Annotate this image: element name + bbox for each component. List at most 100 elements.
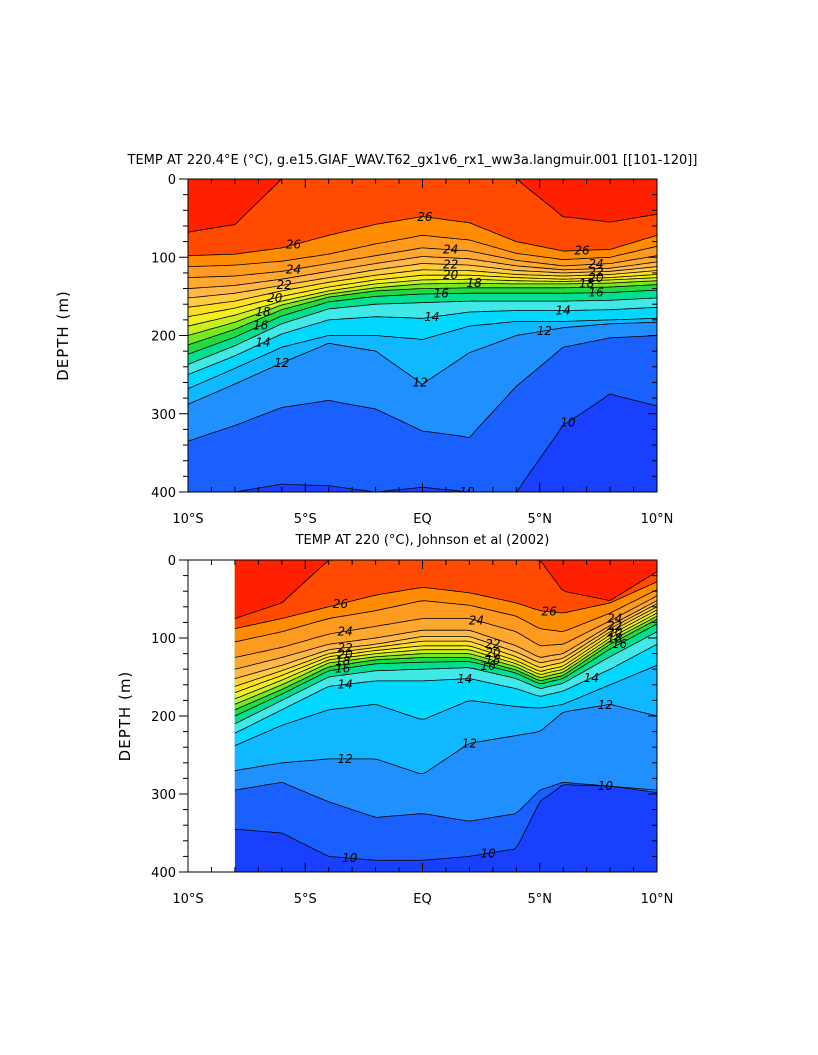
contour-label: 12 xyxy=(462,736,477,750)
x-tick-label: 5°S xyxy=(294,512,317,527)
band-26 xyxy=(234,560,657,629)
isotherm-23 xyxy=(188,256,657,289)
isotherm-14 xyxy=(188,306,657,375)
contour-label: 26 xyxy=(574,243,590,257)
y-tick-label: 400 xyxy=(151,486,176,501)
isotherm-17 xyxy=(188,284,657,346)
contour-label: 22 xyxy=(443,257,458,271)
isotherm-27 xyxy=(188,179,657,233)
contour-label: 20 xyxy=(588,271,604,285)
x-tick-label: 10°S xyxy=(172,892,203,907)
isotherm-16 xyxy=(234,623,657,717)
isotherm-17 xyxy=(234,618,657,711)
contour-label: 10 xyxy=(560,415,576,429)
y-axis-title: DEPTH (m) xyxy=(116,671,134,762)
chart-title: TEMP AT 220 (°C), Johnson et al (2002) xyxy=(295,533,550,548)
panel-observations: TEMP AT 220 (°C), Johnson et al (2002) 26… xyxy=(116,533,673,907)
isotherm-18 xyxy=(234,615,657,705)
isotherm-25 xyxy=(188,234,657,267)
isotherm-27 xyxy=(234,560,657,619)
contour-label: 14 xyxy=(337,677,352,691)
isotherm-19 xyxy=(188,277,657,327)
contour-label: 24 xyxy=(607,611,622,625)
contour-label: 22 xyxy=(588,265,603,279)
contour-label: 12 xyxy=(537,324,552,338)
isotherm-15 xyxy=(234,631,657,725)
contour-label: 20 xyxy=(607,625,623,639)
contour-label: 16 xyxy=(588,286,604,300)
isotherm-13 xyxy=(188,317,657,390)
isotherm-18 xyxy=(188,280,657,336)
y-tick-label: 200 xyxy=(151,710,176,725)
contour-label: 20 xyxy=(485,646,501,660)
x-tick-label: 5°N xyxy=(528,892,553,907)
contour-label: 26 xyxy=(286,238,302,252)
contour-label: 24 xyxy=(286,262,301,276)
isotherm-12 xyxy=(234,703,657,774)
contour-label: 10 xyxy=(598,779,614,793)
band-27 xyxy=(234,560,657,619)
isotherm-20 xyxy=(188,274,657,318)
isotherm-10 xyxy=(234,784,657,861)
contour-label: 24 xyxy=(469,613,484,627)
contour-label: 16 xyxy=(612,637,628,651)
contour-label: 22 xyxy=(607,619,622,633)
contour-label: 12 xyxy=(413,375,428,389)
contour-label: 14 xyxy=(457,672,472,686)
contour-label: 10 xyxy=(342,851,358,865)
contour-label: 12 xyxy=(274,356,289,370)
isotherm-16 xyxy=(188,289,657,355)
x-tick-label: EQ xyxy=(413,512,431,527)
isotherm-25 xyxy=(234,589,657,643)
contour-label: 10 xyxy=(459,485,475,499)
contour-label: 24 xyxy=(337,624,352,638)
isotherm-22 xyxy=(188,263,657,299)
band-27 xyxy=(188,179,657,233)
contour-label: 26 xyxy=(541,605,557,619)
isotherm-24 xyxy=(234,595,657,658)
contour-field: 2624222018161412242220181614122612141618… xyxy=(234,560,657,872)
contour-label: 24 xyxy=(443,243,458,257)
isotherm-12 xyxy=(188,321,657,405)
contour-label: 22 xyxy=(277,278,292,292)
contour-label: 22 xyxy=(337,641,352,655)
contour-field: 2624222018161412262422201816141226242220… xyxy=(188,179,657,499)
contour-label: 20 xyxy=(443,268,459,282)
contour-label: 16 xyxy=(481,659,497,673)
isotherm-19 xyxy=(234,612,657,700)
isotherm-11 xyxy=(188,335,657,442)
x-tick-label: 5°S xyxy=(294,892,317,907)
panel-model: TEMP AT 220.4°E (°C), g.e15.GIAF_WAV.T62… xyxy=(54,153,697,527)
y-axis-title: DEPTH (m) xyxy=(54,290,72,381)
isotherm-13 xyxy=(234,664,657,746)
x-tick-label: 10°S xyxy=(172,512,203,527)
isotherm-21 xyxy=(234,606,657,687)
contour-label: 18 xyxy=(579,276,595,290)
contour-label: 26 xyxy=(333,597,349,611)
isotherm-11 xyxy=(234,782,657,822)
isotherm-26 xyxy=(234,581,657,629)
contour-label: 12 xyxy=(337,752,352,766)
contour-label: 16 xyxy=(335,662,351,676)
x-tick-label: EQ xyxy=(413,892,431,907)
contour-label: 22 xyxy=(485,637,500,651)
isotherm-15 xyxy=(188,297,657,365)
y-tick-label: 100 xyxy=(151,251,176,266)
contour-label: 18 xyxy=(485,653,501,667)
isotherm-26 xyxy=(188,216,657,257)
x-tick-label: 5°N xyxy=(528,512,553,527)
contour-label: 20 xyxy=(337,648,353,662)
contour-label: 16 xyxy=(253,318,269,332)
contour-label: 12 xyxy=(598,698,613,712)
contour-label: 24 xyxy=(588,257,603,271)
isotherm-23 xyxy=(234,600,657,670)
contour-label: 16 xyxy=(434,287,450,301)
contour-label: 18 xyxy=(255,305,271,319)
x-tick-label: 10°N xyxy=(641,512,674,527)
y-tick-label: 300 xyxy=(151,788,176,803)
contour-label: 10 xyxy=(481,846,497,860)
isotherm-14 xyxy=(234,643,657,734)
contour-label: 18 xyxy=(466,276,482,290)
y-tick-label: 0 xyxy=(168,173,176,188)
x-tick-label: 10°N xyxy=(641,892,674,907)
